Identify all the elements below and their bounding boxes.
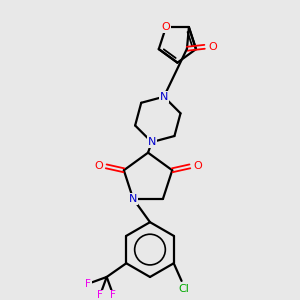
Text: F: F (85, 279, 91, 289)
Text: N: N (160, 92, 168, 102)
Text: N: N (148, 137, 156, 147)
Text: O: O (161, 22, 170, 32)
Text: F: F (110, 290, 116, 300)
Text: N: N (129, 194, 137, 204)
Text: F: F (97, 290, 103, 300)
Text: Cl: Cl (178, 284, 189, 294)
Text: O: O (193, 161, 202, 171)
Text: O: O (208, 42, 217, 52)
Text: O: O (94, 161, 103, 171)
